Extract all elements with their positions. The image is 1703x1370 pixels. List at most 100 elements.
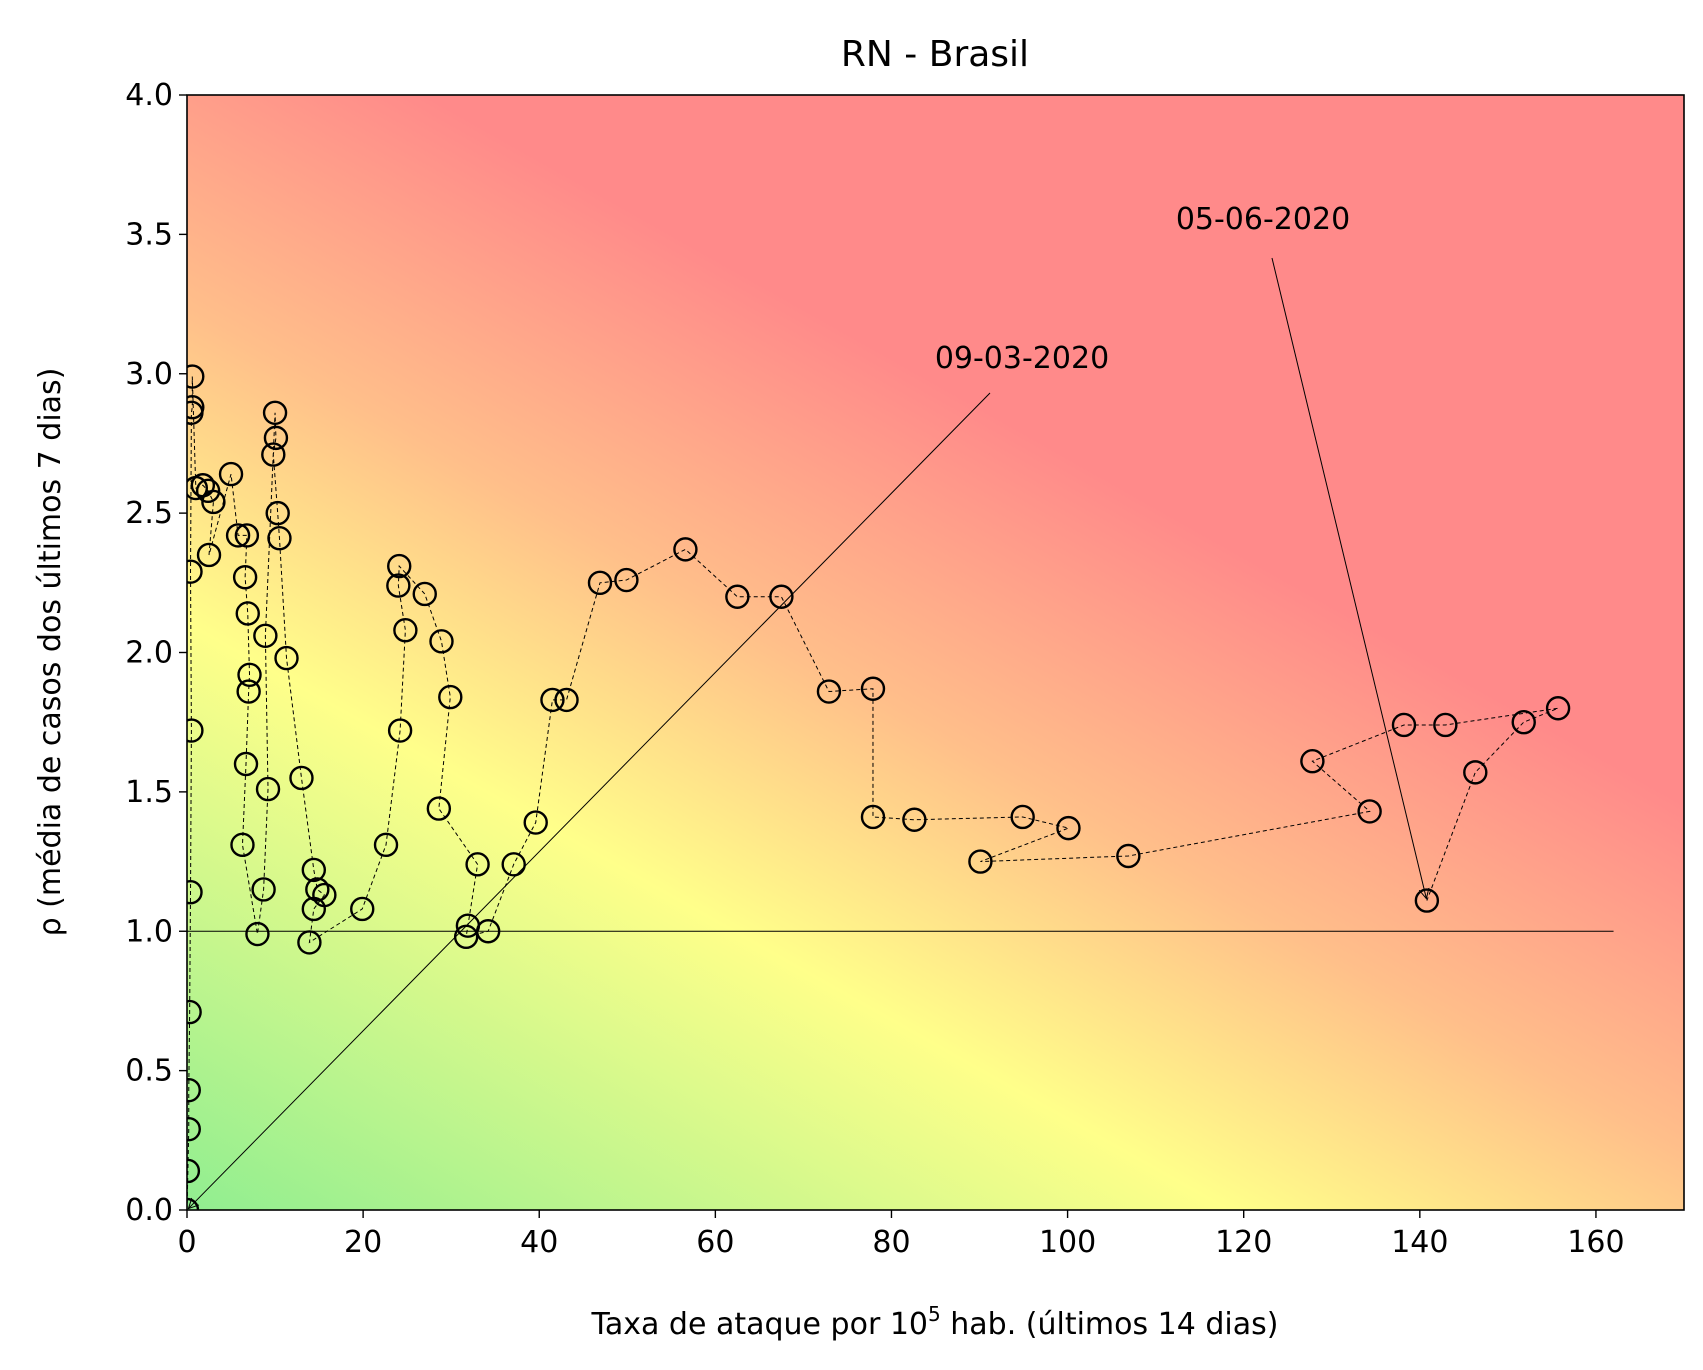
x-tick-label: 60 bbox=[696, 1225, 734, 1260]
data-point bbox=[1545, 696, 1571, 721]
y-tick-label: 2.5 bbox=[125, 496, 173, 531]
data-point bbox=[297, 930, 322, 955]
x-tick-label: 0 bbox=[177, 1225, 196, 1260]
data-point bbox=[1463, 760, 1488, 785]
y-tick-label: 1.5 bbox=[125, 775, 173, 810]
data-point bbox=[725, 584, 750, 609]
x-tick-label: 100 bbox=[1039, 1225, 1096, 1260]
x-axis-label-superscript: 5 bbox=[928, 1302, 941, 1326]
data-point bbox=[245, 921, 270, 947]
data-point bbox=[902, 807, 927, 832]
data-point bbox=[263, 425, 289, 451]
data-point bbox=[554, 687, 579, 713]
data-point bbox=[195, 478, 221, 504]
data-point bbox=[225, 523, 251, 548]
y-axis-label: ρ (média de casos dos últimos 7 dias) bbox=[33, 368, 68, 937]
data-point bbox=[201, 489, 226, 515]
data-point bbox=[673, 537, 698, 562]
data-point bbox=[393, 618, 418, 643]
data-point bbox=[501, 852, 526, 877]
data-point bbox=[860, 804, 886, 830]
y-tick-label: 3.5 bbox=[125, 217, 173, 252]
data-point bbox=[187, 880, 203, 905]
x-axis-label: Taxa de ataque por 105 hab. (últimos 14 … bbox=[591, 1302, 1279, 1342]
data-point bbox=[301, 896, 327, 922]
data-point bbox=[289, 765, 314, 791]
data-point bbox=[465, 852, 490, 877]
data-point bbox=[265, 500, 290, 526]
x-tick-label: 140 bbox=[1391, 1225, 1448, 1260]
x-tick-label: 160 bbox=[1567, 1225, 1624, 1260]
data-point bbox=[587, 570, 613, 596]
data-point bbox=[187, 1158, 201, 1184]
data-point bbox=[230, 832, 255, 858]
data-point bbox=[429, 629, 454, 654]
x-axis-label-main: Taxa de ataque por 10 bbox=[591, 1307, 928, 1342]
data-point bbox=[235, 601, 260, 626]
data-point bbox=[234, 523, 260, 548]
annotation-arrow bbox=[1271, 257, 1426, 899]
data-point bbox=[386, 573, 411, 598]
data-point bbox=[523, 810, 548, 835]
x-tick-label: 20 bbox=[344, 1225, 382, 1260]
y-tick-label: 4.0 bbox=[125, 78, 173, 113]
data-point bbox=[251, 877, 276, 902]
annotation-arrow bbox=[188, 392, 991, 1209]
data-point bbox=[350, 896, 375, 922]
data-point bbox=[187, 1077, 201, 1103]
y-tick-label: 1.0 bbox=[125, 914, 173, 949]
data-point bbox=[1357, 799, 1382, 824]
y-axis: 0.0 0.5 1.0 1.5 2.0 2.5 3.0 3.5 4.0 bbox=[125, 78, 187, 1228]
data-point bbox=[438, 684, 463, 710]
data-point bbox=[262, 400, 288, 425]
data-point bbox=[426, 796, 452, 821]
x-axis: 0 20 40 60 80 100 120 140 160 bbox=[177, 1210, 1625, 1260]
data-point bbox=[187, 395, 205, 420]
data-point bbox=[187, 559, 203, 584]
data-point bbox=[373, 832, 399, 858]
data-point bbox=[475, 919, 501, 944]
y-tick-label: 2.0 bbox=[125, 636, 173, 671]
y-tick-label: 0.5 bbox=[125, 1054, 173, 1089]
data-point bbox=[301, 857, 327, 883]
data-point bbox=[387, 718, 413, 743]
data-point bbox=[232, 565, 258, 590]
data-point bbox=[255, 776, 281, 802]
y-tick-label: 3.0 bbox=[125, 357, 173, 392]
data-point bbox=[253, 623, 278, 648]
data-point bbox=[816, 679, 842, 704]
data-point bbox=[1300, 749, 1325, 774]
data-point bbox=[968, 849, 993, 874]
data-point bbox=[187, 999, 202, 1025]
data-point bbox=[412, 581, 437, 607]
data-point bbox=[769, 584, 794, 609]
data-point bbox=[187, 1116, 201, 1142]
data-point bbox=[187, 364, 205, 389]
data-point bbox=[261, 442, 286, 467]
data-point bbox=[1391, 712, 1417, 738]
data-point bbox=[1433, 712, 1458, 738]
data-point bbox=[860, 676, 886, 701]
annotations: 09-03-2020 05-06-2020 bbox=[188, 202, 1426, 1209]
annotation-label: 05-06-2020 bbox=[1176, 202, 1350, 237]
plot-background bbox=[187, 95, 1684, 1210]
x-tick-label: 80 bbox=[872, 1225, 910, 1260]
annotation-label: 09-03-2020 bbox=[935, 341, 1109, 376]
data-point bbox=[187, 718, 204, 743]
data-point bbox=[196, 542, 222, 568]
data-point bbox=[1511, 709, 1536, 735]
data-point bbox=[233, 751, 259, 777]
data-point bbox=[305, 877, 330, 902]
data-point bbox=[1116, 843, 1141, 869]
data-point bbox=[218, 461, 244, 487]
x-tick-label: 120 bbox=[1215, 1225, 1272, 1260]
x-axis-label-rest: hab. (últimos 14 dias) bbox=[941, 1307, 1279, 1342]
x-tick-label: 40 bbox=[520, 1225, 558, 1260]
data-point bbox=[614, 567, 639, 593]
data-point bbox=[267, 526, 292, 551]
chart-title: RN - Brasil bbox=[841, 34, 1029, 75]
data-point bbox=[1056, 815, 1081, 841]
data-point bbox=[1010, 804, 1035, 830]
data-point bbox=[274, 645, 299, 671]
data-point bbox=[540, 687, 565, 713]
